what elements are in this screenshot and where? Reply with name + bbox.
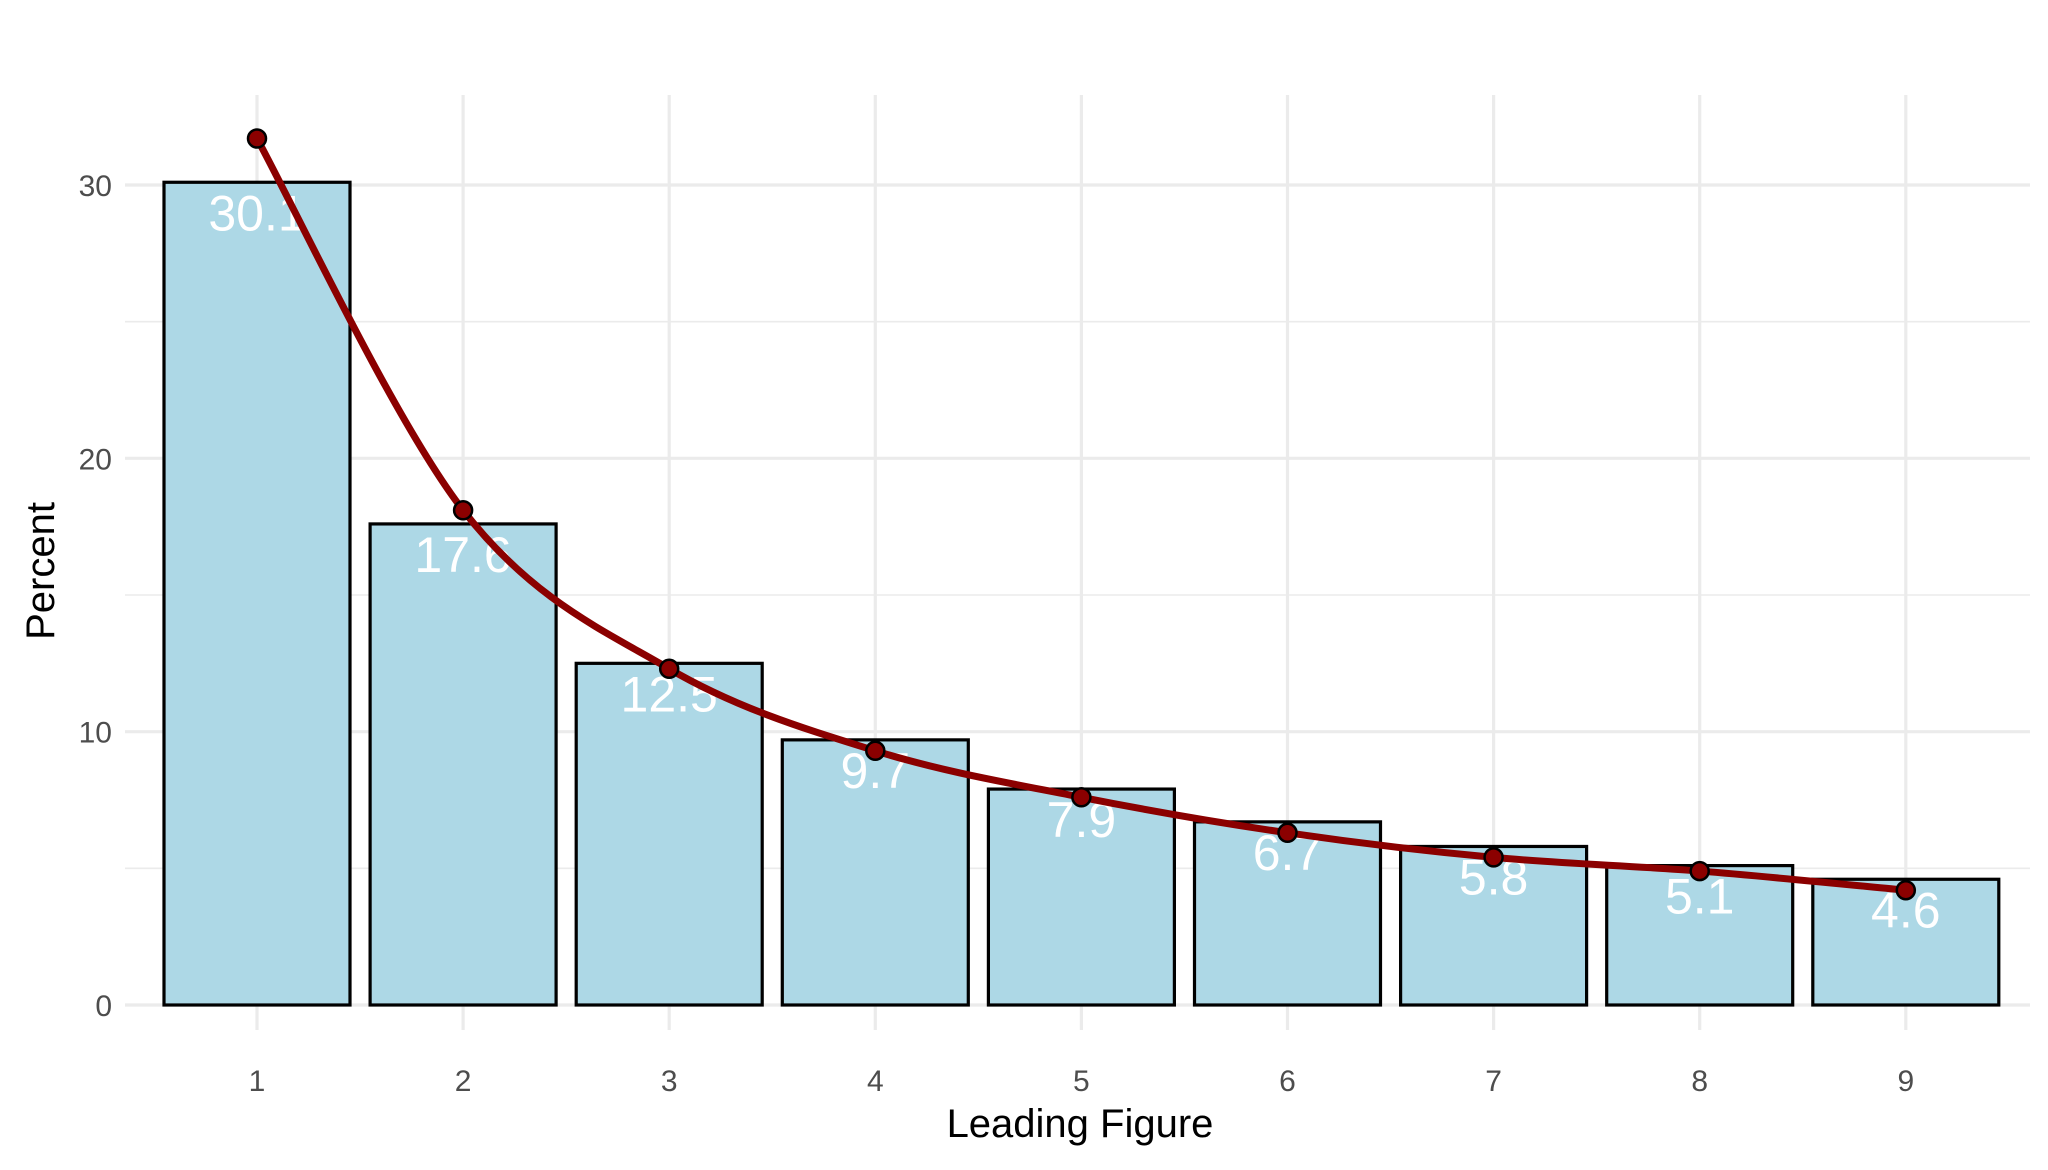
bar-value-label: 30.1: [208, 185, 305, 241]
bar: [1398, 844, 1589, 1007]
x-tick-label: 8: [1691, 1065, 1708, 1098]
bar: [574, 661, 764, 1007]
bar: [162, 180, 352, 1007]
x-tick-label: 1: [249, 1065, 266, 1098]
x-tick-label: 6: [1279, 1065, 1296, 1098]
x-tick-label: 7: [1485, 1065, 1502, 1098]
trend-point: [1895, 879, 1917, 901]
trend-line: [246, 128, 1917, 901]
y-axis-ticks: 0 10 20 30: [79, 170, 112, 1023]
y-tick-label: 20: [79, 443, 112, 476]
trend-point: [1483, 847, 1504, 868]
x-axis-ticks: 1 2 3 4 5 6 7 8 9: [249, 1065, 1914, 1098]
y-tick-label: 0: [95, 990, 112, 1023]
bar-value-label: 17.6: [414, 527, 511, 583]
trend-point: [865, 740, 886, 762]
trend-point: [1277, 822, 1298, 844]
trend-point: [1071, 787, 1092, 808]
trend-point: [452, 500, 474, 521]
bar: [368, 522, 558, 1007]
bar: [780, 738, 970, 1007]
x-tick-label: 9: [1897, 1065, 1914, 1098]
bar: [1605, 863, 1795, 1007]
y-tick-label: 10: [79, 717, 112, 750]
x-tick-label: 3: [661, 1065, 678, 1098]
x-axis-title: Leading Figure: [947, 1102, 1214, 1146]
bar: [1192, 820, 1383, 1007]
y-tick-label: 30: [79, 170, 112, 203]
x-tick-label: 4: [867, 1065, 884, 1098]
y-axis-title: Percent: [19, 502, 63, 640]
trend-point: [246, 128, 268, 149]
x-tick-label: 5: [1073, 1065, 1090, 1098]
trend-point: [658, 658, 680, 680]
trend-point: [1689, 860, 1710, 882]
bars: [162, 180, 2001, 1007]
bar: [986, 787, 1177, 1007]
x-tick-label: 2: [455, 1065, 472, 1098]
